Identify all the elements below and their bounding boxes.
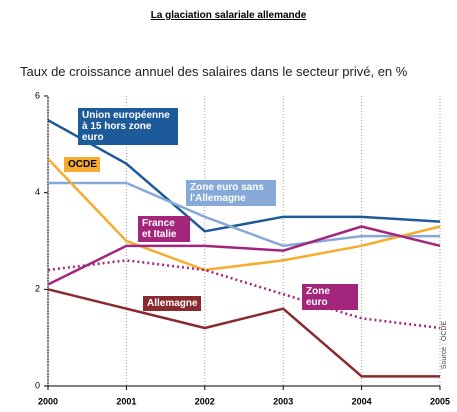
series-label: Zone euro sans l'Allemagne: [186, 180, 276, 206]
subtitle: Taux de croissance annuel des salaires d…: [20, 64, 408, 79]
series-label: Allemagne: [143, 296, 201, 311]
line: [48, 181, 440, 248]
y-tick-label: 6: [35, 90, 40, 100]
source: Source : OCDE: [441, 321, 448, 370]
series-label: Union européenne à 15 hors zone euro: [78, 108, 178, 145]
line: [47, 157, 441, 272]
line: [47, 225, 441, 286]
x-tick-label: 2004: [352, 396, 372, 406]
series-label: OCDE: [64, 157, 100, 172]
y-tick-label: 4: [35, 187, 40, 197]
x-tick-label: 2002: [195, 396, 215, 406]
title: La glaciation salariale allemande: [150, 10, 307, 21]
line: [47, 288, 440, 378]
x-tick-label: 2003: [273, 396, 293, 406]
x-tick-label: 2000: [38, 396, 58, 406]
x-tick-label: 2001: [116, 396, 136, 406]
line: [47, 119, 441, 233]
series-label: Zone euro: [302, 284, 358, 310]
y-tick-label: 0: [35, 380, 40, 390]
x-tick-label: 2005: [430, 396, 450, 406]
y-tick-label: 2: [35, 284, 40, 294]
series-label: France et Italie: [138, 216, 190, 242]
line: [47, 259, 441, 330]
